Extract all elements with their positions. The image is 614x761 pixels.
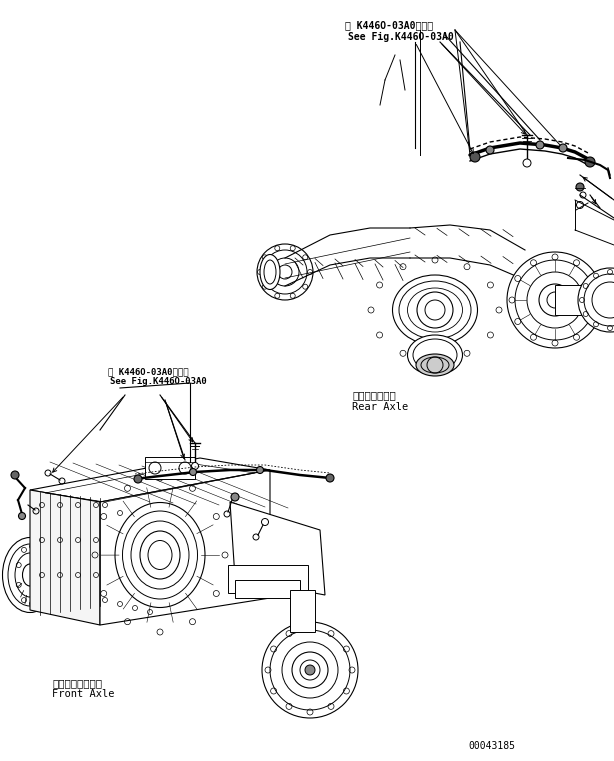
Text: 00043185: 00043185	[468, 741, 515, 751]
Ellipse shape	[2, 537, 58, 613]
Circle shape	[470, 152, 480, 162]
Circle shape	[257, 244, 313, 300]
Polygon shape	[230, 502, 325, 595]
Text: 第 K446O-03A0図参照: 第 K446O-03A0図参照	[345, 20, 433, 30]
Text: See Fig.K446O-03A0: See Fig.K446O-03A0	[110, 377, 207, 386]
Circle shape	[18, 512, 26, 520]
Circle shape	[486, 146, 494, 154]
Circle shape	[134, 475, 142, 483]
Bar	[290, 590, 315, 632]
Ellipse shape	[260, 254, 280, 289]
Polygon shape	[30, 490, 100, 625]
Circle shape	[559, 144, 567, 152]
Circle shape	[523, 159, 531, 167]
Circle shape	[11, 471, 19, 479]
Bar	[228, 565, 308, 593]
Ellipse shape	[392, 275, 478, 345]
Circle shape	[192, 463, 198, 470]
Ellipse shape	[115, 502, 205, 607]
Circle shape	[326, 474, 334, 482]
Circle shape	[231, 493, 239, 501]
Polygon shape	[30, 458, 270, 502]
Circle shape	[576, 183, 584, 191]
Ellipse shape	[416, 354, 454, 376]
Circle shape	[262, 622, 358, 718]
Circle shape	[190, 469, 196, 476]
Circle shape	[536, 141, 544, 149]
Text: Rear Axle: Rear Axle	[352, 402, 408, 412]
Circle shape	[585, 157, 595, 167]
Bar	[235, 580, 300, 598]
Circle shape	[507, 252, 603, 348]
Circle shape	[305, 665, 315, 675]
Text: リヤーアクスル: リヤーアクスル	[352, 390, 396, 400]
Ellipse shape	[408, 335, 462, 375]
Bar	[145, 457, 195, 479]
Text: See Fig.K446O-03A0: See Fig.K446O-03A0	[348, 32, 454, 42]
Bar	[555, 285, 613, 315]
Circle shape	[257, 466, 263, 473]
Text: Front Axle: Front Axle	[52, 689, 114, 699]
Text: フロントアクスル: フロントアクスル	[52, 678, 102, 688]
Circle shape	[577, 202, 583, 209]
Circle shape	[578, 268, 614, 332]
Polygon shape	[100, 470, 270, 625]
Text: 第 K446O-03A0図参照: 第 K446O-03A0図参照	[108, 367, 188, 376]
